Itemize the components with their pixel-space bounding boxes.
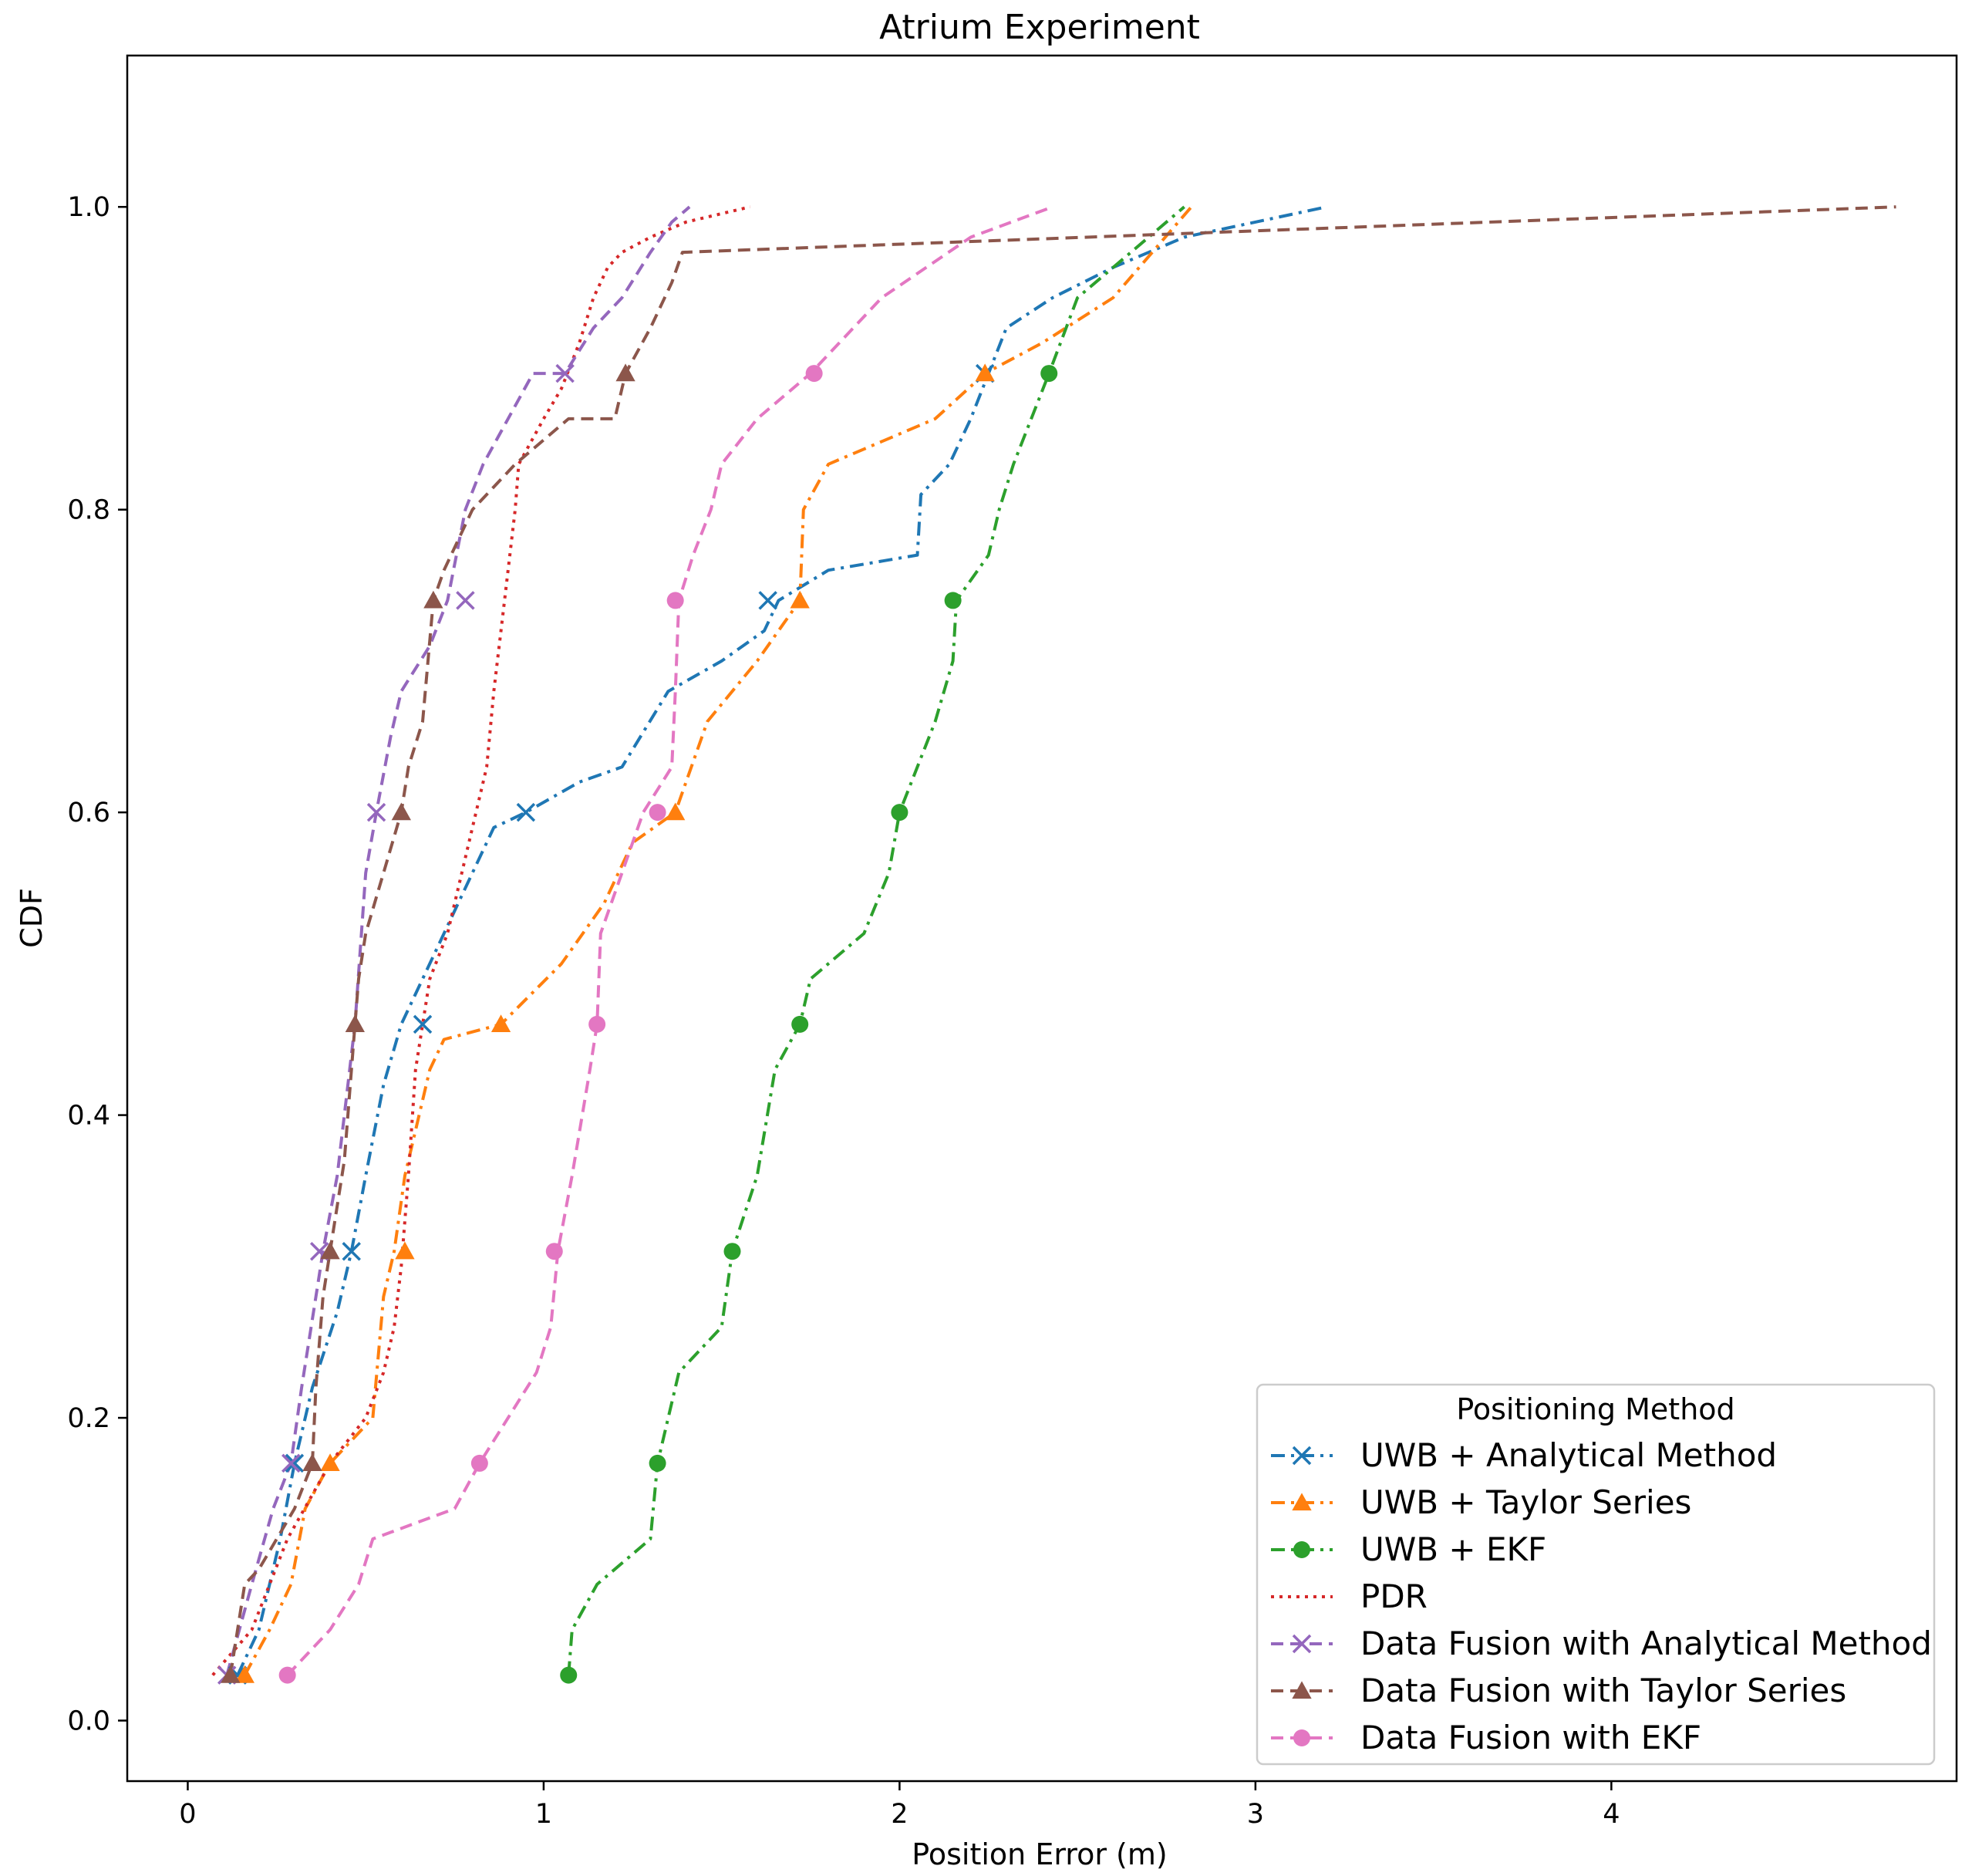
y-tick-label: 0.2 — [67, 1403, 110, 1434]
data-point-uwb-taylor-series — [490, 1014, 511, 1032]
data-point-data-fusion-with-taylor-series — [423, 590, 443, 609]
x-axis-ticks: 0 1 2 3 4 — [179, 1781, 1620, 1830]
legend-item-pdr: PDR — [1271, 1577, 1428, 1615]
data-point-data-fusion-with-ekf — [588, 1015, 606, 1033]
y-axis-ticks: 0.0 0.2 0.4 0.6 0.8 1.0 — [67, 192, 127, 1737]
data-point-data-fusion-with-taylor-series — [391, 802, 411, 821]
data-point-uwb-taylor-series — [666, 802, 686, 821]
legend-label: Data Fusion with Taylor Series — [1360, 1672, 1846, 1709]
legend-label: PDR — [1360, 1577, 1428, 1615]
x-tick-label: 4 — [1603, 1799, 1620, 1830]
legend-marker — [1292, 1634, 1312, 1654]
data-point-uwb-taylor-series — [320, 1453, 340, 1472]
data-point-uwb-analytical-method — [413, 1014, 433, 1034]
data-point-data-fusion-with-taylor-series — [345, 1014, 365, 1032]
legend-item-uwb-taylor-series: UWB + Taylor Series — [1271, 1483, 1691, 1521]
data-point-data-fusion-with-ekf — [278, 1666, 296, 1684]
legend-label: Data Fusion with Analytical Method — [1360, 1625, 1932, 1662]
data-point-uwb-taylor-series — [790, 590, 810, 609]
data-point-data-fusion-with-taylor-series — [615, 363, 635, 382]
data-point-uwb-analytical-method — [516, 802, 536, 822]
data-point-uwb-ekf — [649, 1454, 666, 1472]
series-line-data-fusion-with-analytical-method — [225, 205, 691, 1676]
data-point-uwb-ekf — [560, 1666, 578, 1684]
legend-marker — [1293, 1729, 1310, 1746]
data-point-uwb-ekf — [791, 1015, 809, 1033]
data-point-data-fusion-with-ekf — [545, 1243, 563, 1260]
data-point-data-fusion-with-ekf — [649, 804, 666, 822]
data-point-uwb-taylor-series — [395, 1241, 415, 1260]
y-tick-label: 0.6 — [67, 798, 110, 828]
data-point-uwb-analytical-method — [758, 591, 777, 610]
legend-item-uwb-ekf: UWB + EKF — [1271, 1530, 1546, 1568]
x-tick-label: 1 — [535, 1799, 552, 1830]
data-point-data-fusion-with-ekf — [666, 592, 684, 609]
y-axis-label: CDF — [15, 888, 49, 948]
legend-label: Data Fusion with EKF — [1360, 1719, 1701, 1756]
y-tick-label: 1.0 — [67, 192, 110, 223]
data-point-data-fusion-with-analytical-method — [555, 363, 575, 383]
data-point-data-fusion-with-analytical-method — [281, 1453, 301, 1473]
y-tick-label: 0.8 — [67, 495, 110, 526]
data-point-data-fusion-with-taylor-series — [221, 1665, 241, 1683]
legend-item-data-fusion-with-ekf: Data Fusion with EKF — [1271, 1719, 1701, 1756]
legend-item-data-fusion-with-taylor-series: Data Fusion with Taylor Series — [1271, 1672, 1846, 1709]
series-markers — [217, 363, 1058, 1685]
data-point-uwb-analytical-method — [285, 1453, 305, 1473]
data-point-data-fusion-with-taylor-series — [302, 1453, 322, 1472]
x-tick-label: 3 — [1247, 1799, 1264, 1830]
series-line-pdr — [211, 205, 751, 1676]
legend-marker — [1293, 1541, 1310, 1558]
x-tick-label: 2 — [891, 1799, 908, 1830]
legend-marker — [1292, 1446, 1312, 1466]
x-axis-label: Position Error (m) — [912, 1837, 1167, 1871]
legend-title: Positioning Method — [1456, 1392, 1734, 1426]
legend-label: UWB + Analytical Method — [1360, 1436, 1777, 1474]
legend-marker — [1292, 1493, 1312, 1511]
plot-frame — [126, 54, 1958, 1783]
y-tick-label: 0.4 — [67, 1101, 110, 1132]
legend-item-uwb-analytical-method: UWB + Analytical Method — [1271, 1436, 1777, 1474]
legend-marker — [1292, 1681, 1312, 1699]
chart-title: Atrium Experiment — [879, 8, 1200, 47]
data-point-uwb-ekf — [891, 804, 908, 822]
data-point-data-fusion-with-analytical-method — [456, 591, 475, 610]
series-line-data-fusion-with-ekf — [286, 205, 1053, 1676]
data-point-data-fusion-with-ekf — [805, 365, 823, 383]
data-point-uwb-ekf — [723, 1243, 741, 1260]
data-point-uwb-taylor-series — [975, 363, 995, 382]
legend-label: UWB + Taylor Series — [1360, 1483, 1691, 1521]
data-point-data-fusion-with-ekf — [470, 1454, 488, 1472]
data-point-uwb-analytical-method — [342, 1241, 361, 1261]
x-tick-label: 0 — [179, 1799, 196, 1830]
data-point-data-fusion-with-taylor-series — [320, 1241, 340, 1260]
data-point-uwb-taylor-series — [234, 1665, 255, 1683]
legend-box — [1256, 1383, 1936, 1766]
legend-label: UWB + EKF — [1360, 1530, 1546, 1568]
legend-item-data-fusion-with-analytical-method: Data Fusion with Analytical Method — [1271, 1625, 1932, 1662]
legend-entries: UWB + Analytical Method UWB + Taylor Seri… — [1271, 1436, 1932, 1756]
data-point-data-fusion-with-analytical-method — [366, 802, 386, 822]
data-point-uwb-ekf — [1040, 365, 1058, 383]
data-point-uwb-ekf — [944, 592, 962, 609]
y-tick-label: 0.0 — [67, 1706, 110, 1737]
legend: Positioning Method UWB + Analytical Meth… — [1256, 1383, 1936, 1766]
